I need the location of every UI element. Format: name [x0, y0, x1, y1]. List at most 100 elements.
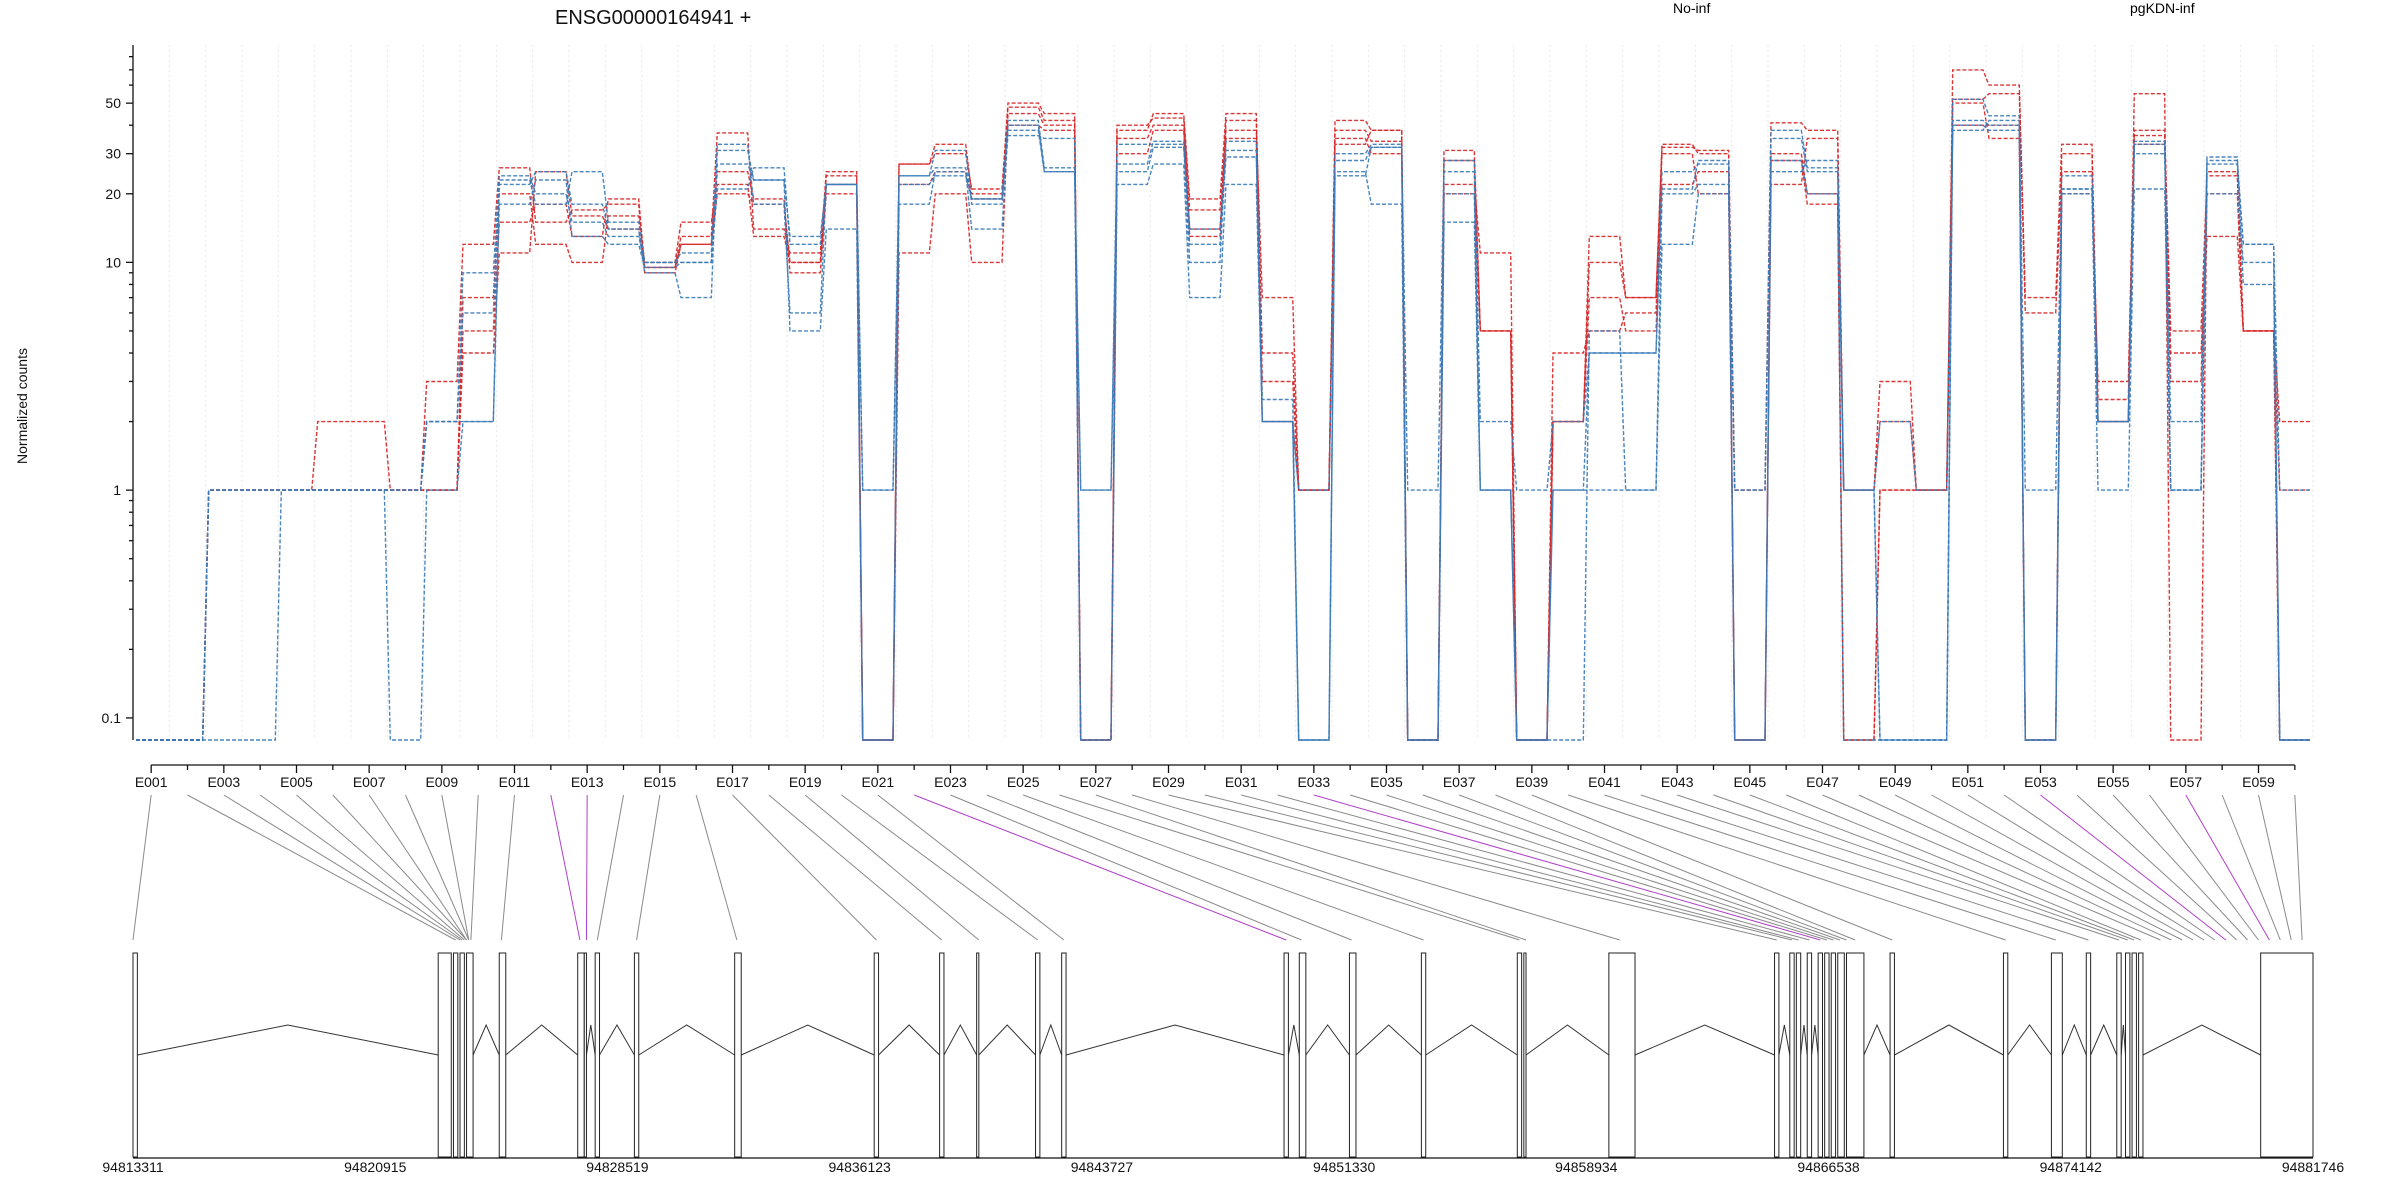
exon-block	[1789, 952, 1795, 1158]
exon-block-highlighted	[577, 952, 585, 1158]
exon-block	[2002, 952, 2009, 1158]
x-tick-label: E041	[1588, 774, 1621, 790]
y-tick-label: 30	[105, 146, 121, 162]
exon-connector-line	[1313, 794, 1821, 941]
x-tick-label: E047	[1806, 774, 1839, 790]
exon-connector-line	[1422, 794, 1841, 941]
intron	[2061, 1023, 2087, 1056]
x-tick-label: E011	[499, 774, 531, 790]
intron	[878, 1024, 940, 1056]
exon-connector-line	[768, 794, 943, 941]
exon-connector-line	[1894, 794, 2183, 941]
exon-connector-line	[2294, 794, 2303, 941]
exon-connector-line	[732, 794, 877, 941]
exon-block	[594, 952, 601, 1158]
intron	[599, 1024, 635, 1056]
exon-connector-line	[1458, 794, 1847, 941]
exon-block-highlighted	[1348, 952, 1357, 1158]
exon-connector-line	[1931, 794, 2194, 941]
exon-block	[466, 952, 474, 1158]
exon-connector-line	[636, 794, 661, 941]
exon-connector-line	[950, 794, 1302, 941]
y-tick-label: 1	[113, 482, 121, 498]
exon-connector-line	[2185, 794, 2270, 941]
exon-block	[1830, 952, 1837, 1158]
exon-connector-line	[1277, 794, 1810, 941]
x-tick-label: E021	[861, 774, 894, 790]
exon-block	[1806, 952, 1813, 1158]
x-tick-label: E051	[1951, 774, 1984, 790]
intron	[741, 1024, 875, 1056]
exon-connector-line	[187, 794, 456, 941]
exon-block	[2116, 952, 2122, 1158]
y-tick-label: 50	[105, 95, 121, 111]
y-axis: 0.1 1 10 20 30 50	[102, 45, 134, 740]
exon-connector-line	[1677, 794, 2120, 941]
intron	[1863, 1023, 1891, 1056]
exon-connector-line	[1822, 794, 2161, 941]
exon-connector-line	[986, 794, 1352, 941]
series-line-no-inf-0	[136, 124, 2310, 741]
exon-connector-line	[1059, 794, 1520, 941]
x-axis-exons: E001 E003 E005 E007 E009 E011 E013 E015 E017 E019…	[135, 764, 2296, 790]
exon-block	[1845, 952, 1865, 1158]
exon-block	[1837, 952, 1845, 1158]
y-tick-label: 10	[105, 254, 121, 270]
x-tick-label: E017	[716, 774, 749, 790]
intron	[505, 1024, 579, 1056]
series-line-pgkdn-inf-6	[136, 119, 2310, 741]
exon-block	[583, 952, 587, 1158]
exon-block	[1889, 952, 1895, 1158]
exon-connector-line	[1204, 794, 1793, 941]
exon-block	[2260, 952, 2314, 1158]
y-axis-label: Normalized counts	[14, 348, 30, 464]
exon-connector-line	[2221, 794, 2281, 941]
exon-connector-line	[1386, 794, 1834, 941]
exon-block	[437, 952, 452, 1158]
intron	[943, 1023, 978, 1056]
y-tick-label: 20	[105, 186, 121, 202]
intron	[1039, 1023, 1063, 1056]
x-tick-label: E043	[1661, 774, 1694, 790]
chart-title: ENSG00000164941 +	[555, 7, 751, 29]
x-tick-label: E005	[280, 774, 313, 790]
exon-connector-line	[585, 794, 588, 941]
exon-connector-line	[1022, 794, 1424, 941]
coordinate-label: 94881746	[2282, 1159, 2345, 1175]
x-tick-label: E055	[2097, 774, 2130, 790]
exon-block	[939, 952, 945, 1158]
x-tick-label: E015	[643, 774, 676, 790]
series-line-pgkdn-inf-5	[136, 98, 2310, 741]
intron	[1778, 1024, 1791, 1056]
x-tick-label: E027	[1079, 774, 1112, 790]
exon-connector-line	[1749, 794, 2135, 941]
exon-connector-line	[1785, 794, 2141, 941]
exon-connector-line	[2040, 794, 2227, 941]
exon-block	[1516, 952, 1523, 1158]
exon-block	[1298, 952, 1307, 1158]
exon-block	[2131, 952, 2137, 1158]
x-tick-label: E053	[2024, 774, 2057, 790]
exon-connector-line	[296, 794, 465, 941]
intron	[638, 1024, 735, 1056]
exon-block	[2085, 952, 2092, 1158]
intron	[1634, 1024, 1775, 1056]
exon-connector-line	[2149, 794, 2259, 941]
exon-block	[459, 952, 465, 1158]
exon-connector-line	[368, 794, 467, 941]
exon-block	[1774, 952, 1780, 1158]
exon-connector-line	[1713, 794, 2128, 941]
intron	[1065, 1024, 1285, 1056]
exon-connector-line	[1495, 794, 1856, 941]
exon-connector-line	[2003, 794, 2216, 941]
exon-block	[132, 952, 138, 1158]
x-tick-label: E025	[1007, 774, 1040, 790]
intron	[472, 1023, 500, 1056]
x-tick-label: E039	[1515, 774, 1548, 790]
intron	[1287, 1024, 1300, 1056]
exon-connector-line	[259, 794, 463, 941]
exon-connector-line	[1604, 794, 2056, 941]
x-tick-label: E007	[353, 774, 386, 790]
exon-connector-line	[332, 794, 467, 941]
exon-block	[1420, 952, 1427, 1158]
